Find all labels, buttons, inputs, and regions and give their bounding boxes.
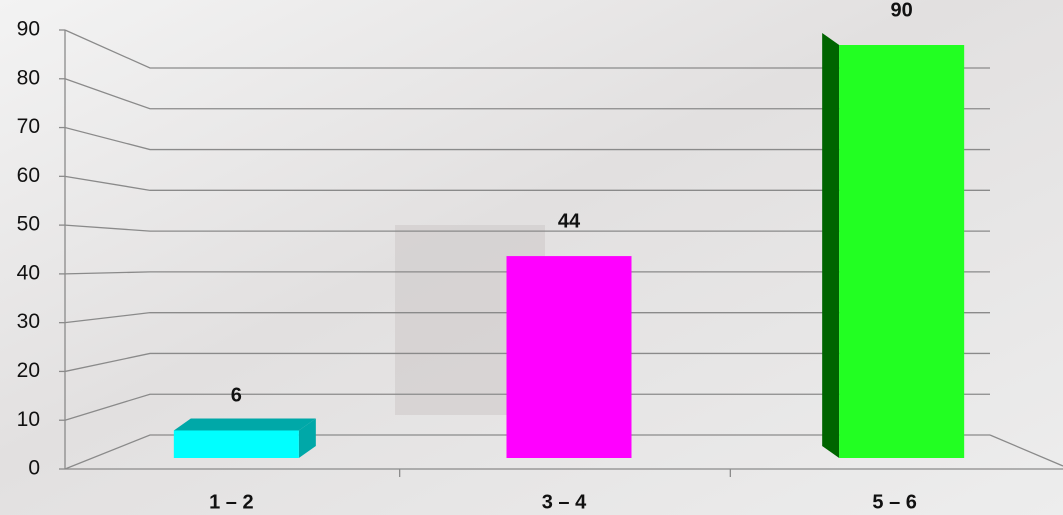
x-tick-label: 1 – 2 — [209, 491, 253, 513]
y-tick-label: 40 — [17, 261, 40, 284]
x-tick-label: 3 – 4 — [542, 491, 587, 513]
y-tick-label: 90 — [17, 18, 40, 41]
x-tick-label: 5 – 6 — [872, 491, 916, 513]
y-tick-label: 0 — [28, 457, 40, 480]
grid-line — [64, 434, 990, 470]
y-tick-label: 50 — [17, 213, 40, 236]
y-tick-label: 60 — [17, 164, 40, 187]
grid-line — [64, 312, 990, 324]
grid-line — [64, 352, 990, 373]
plot-area: 0 10 20 30 40 50 60 70 80 90 6 1 – 2 44 3 – 4 90 5 – 6 — [17, 0, 1063, 513]
y-tick-label: 20 — [17, 359, 40, 382]
floor-edge — [989, 434, 1063, 467]
grid-line — [64, 224, 990, 232]
bar — [173, 430, 299, 458]
bar-side — [822, 33, 840, 458]
y-tick-label: 10 — [17, 408, 40, 431]
value-label: 90 — [891, 0, 913, 21]
value-label: 44 — [558, 210, 581, 232]
bar — [506, 256, 632, 458]
bar-side — [298, 418, 316, 458]
y-tick-label: 30 — [17, 310, 40, 333]
grid-line — [64, 175, 990, 191]
grid-line — [64, 126, 990, 151]
bar-top — [173, 418, 316, 431]
grid-line — [64, 78, 990, 110]
bar — [839, 45, 965, 458]
value-label: 6 — [231, 385, 242, 407]
grid-line — [64, 29, 990, 69]
grid-line — [64, 271, 990, 275]
y-tick-label: 70 — [17, 115, 40, 138]
grid-line — [64, 393, 990, 421]
y-tick-label: 80 — [17, 66, 40, 89]
